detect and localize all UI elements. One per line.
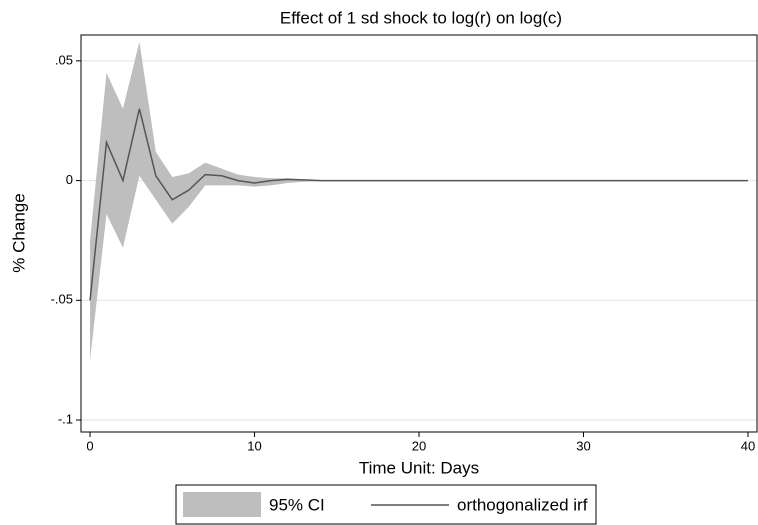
y-axis-label: % Change — [9, 193, 28, 272]
x-axis-label: Time Unit: Days — [359, 458, 479, 477]
plot-area — [81, 35, 757, 432]
legend-label: orthogonalized irf — [457, 495, 588, 514]
irf-line — [89, 108, 748, 301]
y-tick-label: -.05 — [51, 292, 73, 307]
x-tick-label: 40 — [741, 438, 755, 453]
y-tick-label: -.1 — [58, 411, 73, 426]
legend-swatch — [183, 492, 261, 517]
x-tick-label: 10 — [247, 438, 261, 453]
legend-label: 95% CI — [269, 495, 325, 514]
y-tick-label: .05 — [55, 52, 73, 67]
chart-title: Effect of 1 sd shock to log(r) on log(c) — [280, 8, 562, 27]
plot-frame — [80, 34, 758, 433]
y-tick-label: 0 — [66, 172, 73, 187]
x-tick-label: 30 — [576, 438, 590, 453]
x-tick-label: 20 — [412, 438, 426, 453]
x-tick-label: 0 — [86, 438, 93, 453]
